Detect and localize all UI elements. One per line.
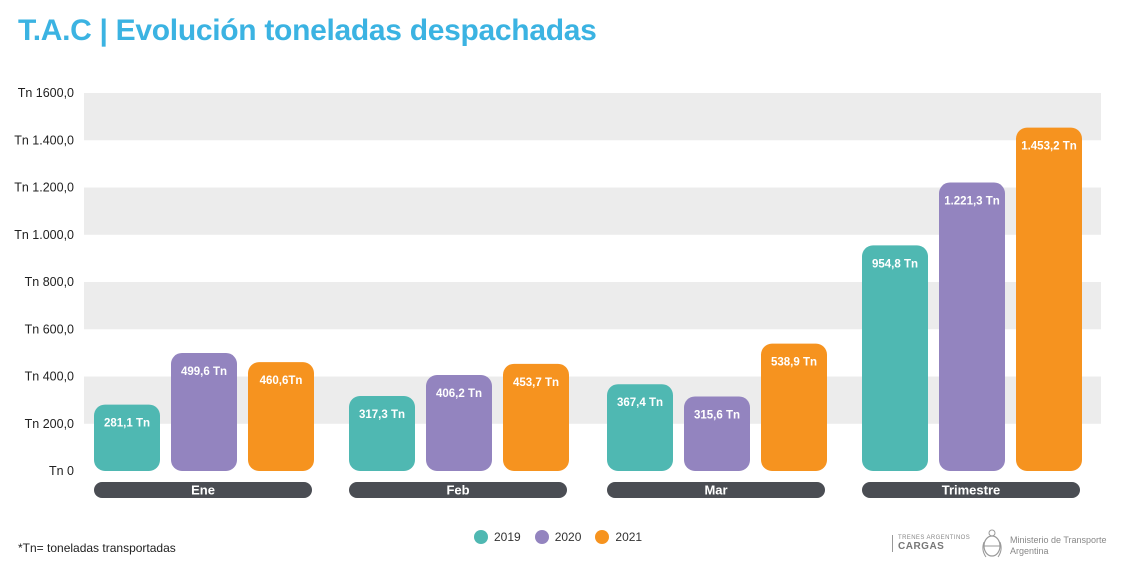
trenes-logo-bottom: CARGAS — [898, 541, 945, 552]
grid-band — [84, 93, 1101, 141]
y-tick-label: Tn 800,0 — [25, 275, 74, 289]
y-tick-label: Tn 1.200,0 — [14, 181, 74, 195]
bar-2021-feb — [503, 363, 569, 471]
legend-swatch-2020 — [534, 530, 549, 544]
bar-2019-mar — [607, 384, 673, 471]
footnote: *Tn= toneladas transportadas — [18, 541, 176, 555]
bar-2020-feb — [426, 375, 492, 471]
bar-value-label: 1.221,3 Tn — [944, 195, 1000, 207]
trenes-argentinos-logo: TRENES ARGENTINOS CARGAS — [892, 535, 970, 552]
y-tick-label: Tn 1.000,0 — [14, 228, 74, 242]
ministry-line-1: Ministerio de Transporte — [1010, 535, 1107, 545]
bar-value-label: 1.453,2 Tn — [1021, 141, 1077, 153]
grid-band — [84, 187, 1101, 235]
legend-item-2021: 2021 — [595, 530, 642, 544]
bar-value-label: 954,8 Tn — [872, 258, 918, 270]
bar-2020-mar — [684, 396, 750, 471]
bar-value-label: 315,6 Tn — [694, 409, 740, 421]
bar-2020-ene — [171, 352, 237, 471]
legend-label-2020: 2020 — [554, 530, 582, 544]
y-tick-label: Tn 1.400,0 — [14, 133, 74, 147]
bar-2019-ene — [94, 404, 160, 471]
legend-swatch-2021 — [595, 530, 610, 544]
category-label: Mar — [704, 483, 727, 498]
bar-value-label: 453,7 Tn — [513, 377, 559, 389]
y-tick-label: Tn 1600,0 — [18, 86, 74, 100]
trenes-logo-top: TRENES ARGENTINOS — [898, 535, 971, 541]
y-tick-label: Tn 200,0 — [25, 417, 74, 431]
grid-band — [84, 282, 1101, 330]
y-tick-label: Tn 0 — [49, 464, 74, 478]
bar-2021-mar — [761, 343, 827, 471]
category-pill — [607, 482, 825, 498]
bar-value-label: 499,6 Tn — [181, 366, 227, 378]
bar-value-label: 281,1 Tn — [104, 418, 150, 430]
legend-swatch-2019 — [474, 530, 488, 544]
bar-value-label: 317,3 Tn — [359, 409, 405, 421]
category-pill — [862, 482, 1080, 498]
category-pill — [349, 482, 567, 498]
page-title: T.A.C | Evolución toneladas despachadas — [18, 14, 597, 47]
category-label: Feb — [446, 483, 469, 498]
legend-label-2019: 2019 — [494, 530, 521, 544]
footer-logos: TRENES ARGENTINOS CARGAS Ministerio de T… — [892, 528, 1122, 564]
legend-label-2021: 2021 — [615, 530, 643, 544]
category-label: Ene — [191, 483, 215, 498]
bar-chart: Tn 0 Tn 200,0 Tn 400,0 Tn 600,0 Tn 800,0 Tn 1… — [14, 86, 1101, 498]
bar-value-label: 406,2 Tn — [436, 388, 482, 400]
bar-2021-trimestre — [1016, 127, 1082, 471]
chart-legend: 2019 2020 2021 — [474, 530, 656, 544]
ministry-logo-text: Ministerio de Transporte Argentina — [1010, 535, 1107, 557]
category-pill — [94, 482, 312, 498]
bar-value-label: 538,9 Tn — [771, 357, 817, 369]
category-label: Trimestre — [942, 483, 1001, 498]
y-tick-label: Tn 600,0 — [25, 322, 74, 336]
ministry-line-2: Argentina — [1010, 546, 1049, 556]
legend-item-2019: 2019 — [474, 530, 521, 544]
bar-2021-ene — [248, 362, 314, 471]
bar-value-label: 367,4 Tn — [617, 397, 663, 409]
legend-item-2020: 2020 — [534, 530, 582, 544]
bar-2019-feb — [349, 396, 415, 471]
y-tick-label: Tn 400,0 — [25, 370, 74, 384]
coat-of-arms-icon — [982, 529, 1002, 558]
bar-value-label: 460,6Tn — [260, 375, 303, 387]
bar-2019-trimestre — [862, 245, 928, 471]
bar-2020-trimestre — [939, 182, 1005, 471]
